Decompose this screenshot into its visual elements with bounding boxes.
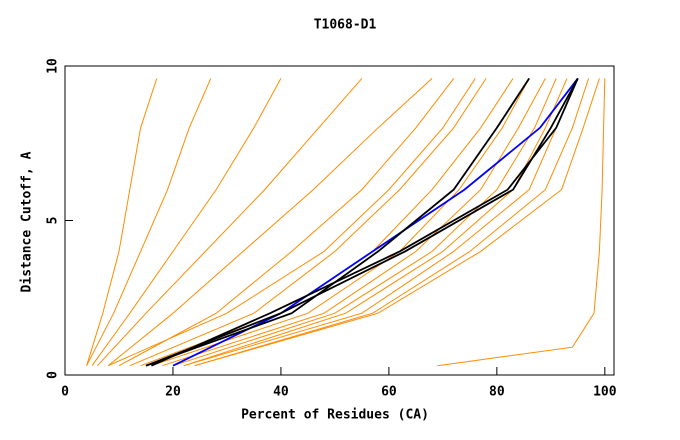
data-line bbox=[194, 78, 590, 367]
x-tick-label: 60 bbox=[381, 385, 397, 400]
data-line bbox=[151, 78, 579, 367]
data-line bbox=[172, 78, 557, 367]
data-line bbox=[129, 78, 487, 367]
data-line bbox=[91, 78, 282, 366]
x-tick-label: 20 bbox=[165, 385, 181, 400]
plot-frame bbox=[64, 65, 615, 376]
x-tick-label: 80 bbox=[489, 385, 505, 400]
data-line bbox=[145, 77, 530, 367]
y-tick-label: 0 bbox=[46, 371, 61, 379]
data-line bbox=[151, 78, 530, 367]
data-line bbox=[183, 78, 568, 367]
y-axis-label: Distance Cutoff, A bbox=[20, 151, 35, 292]
data-line bbox=[437, 78, 606, 367]
x-tick-label: 100 bbox=[593, 385, 617, 400]
y-tick-label: 5 bbox=[46, 217, 61, 225]
data-line bbox=[118, 78, 455, 367]
data-line bbox=[86, 78, 212, 366]
data-line bbox=[194, 78, 600, 367]
data-line bbox=[86, 78, 158, 366]
data-line bbox=[145, 77, 579, 367]
data-line bbox=[172, 77, 579, 367]
chart-title: T1068-D1 bbox=[314, 18, 377, 33]
data-line bbox=[97, 78, 363, 367]
data-line bbox=[107, 78, 476, 367]
x-axis-label: Percent of Residues (CA) bbox=[241, 408, 429, 423]
x-tick-label: 40 bbox=[273, 385, 289, 400]
data-line bbox=[107, 78, 433, 367]
x-tick-label: 0 bbox=[61, 385, 69, 400]
data-line bbox=[162, 78, 546, 367]
y-tick-label: 10 bbox=[46, 58, 61, 74]
